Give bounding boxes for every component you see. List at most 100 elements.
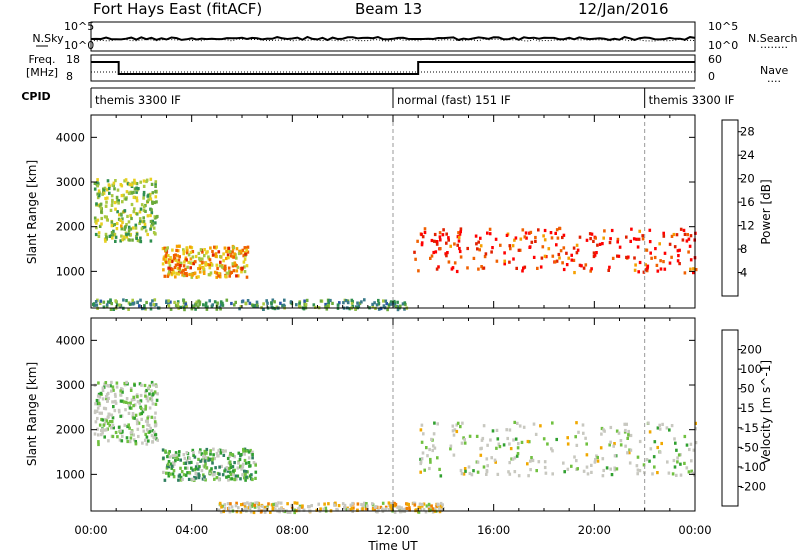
heatmap-cell <box>495 428 499 432</box>
heatmap-cell <box>537 460 541 464</box>
heatmap-cell <box>182 274 186 278</box>
heatmap-cell <box>375 303 379 307</box>
heatmap-cell <box>589 269 592 273</box>
heatmap-cell <box>523 235 527 239</box>
heatmap-cell <box>144 229 148 233</box>
heatmap-cell <box>123 423 127 427</box>
heatmap-cell <box>245 275 249 279</box>
heatmap-cell <box>243 504 247 508</box>
heatmap-cell <box>202 269 206 274</box>
heatmap-cell <box>463 438 466 442</box>
heatmap-cell <box>611 256 615 260</box>
heatmap-cell <box>251 477 254 482</box>
heatmap-cell <box>148 430 152 434</box>
heatmap-cell <box>182 453 186 457</box>
heatmap-cell <box>241 462 245 466</box>
heatmap-cell <box>428 466 431 471</box>
heatmap-cell <box>511 244 515 248</box>
heatmap-cell <box>114 430 118 435</box>
heatmap-cell <box>575 421 578 425</box>
heatmap-cell <box>131 181 134 185</box>
heatmap-cell <box>180 470 184 474</box>
heatmap-cell <box>485 472 488 476</box>
heatmap-cell <box>221 303 225 307</box>
heatmap-cell <box>602 468 605 473</box>
heatmap-cell <box>272 502 275 506</box>
heatmap-cell <box>690 469 693 473</box>
heatmap-cell <box>202 266 205 270</box>
heatmap-cell <box>121 434 124 438</box>
heatmap-cell <box>439 247 442 251</box>
cpid-segment-label: normal (fast) 151 IF <box>397 93 511 107</box>
heatmap-cell <box>125 299 128 303</box>
heatmap-cell <box>433 421 436 425</box>
heatmap-cell <box>376 510 379 514</box>
heatmap-cell <box>147 423 151 427</box>
heatmap-cell <box>599 446 603 450</box>
heatmap-cell <box>165 300 168 304</box>
heatmap-cell <box>644 268 648 272</box>
colorbar-tick-label: -50 <box>740 440 759 454</box>
heatmap-cell <box>134 442 138 446</box>
heatmap-cell <box>638 260 642 265</box>
heatmap-cell <box>251 502 255 506</box>
heatmap-cell <box>277 507 281 511</box>
heatmap-cell <box>223 264 227 268</box>
heatmap-cell <box>190 307 194 311</box>
heatmap-cell <box>480 446 483 450</box>
heatmap-cell <box>153 436 156 440</box>
heatmap-cell <box>232 471 235 475</box>
heatmap-cell <box>345 508 349 512</box>
heatmap-cell <box>149 213 152 218</box>
heatmap-cell <box>638 439 642 444</box>
heatmap-cell <box>672 458 676 463</box>
heatmap-cell <box>151 383 155 387</box>
heatmap-cell <box>111 233 115 237</box>
heatmap-cell <box>557 252 561 257</box>
heatmap-cell <box>127 232 130 236</box>
heatmap-cell <box>250 504 254 508</box>
heatmap-cell <box>638 469 642 473</box>
heatmap-cell <box>231 262 235 266</box>
heatmap-cell <box>608 443 611 447</box>
heatmap-cell <box>179 458 182 462</box>
heatmap-cell <box>327 502 330 506</box>
heatmap-cell <box>113 409 117 413</box>
heatmap-cell <box>133 397 136 402</box>
heatmap-cell <box>220 464 223 468</box>
heatmap-cell <box>617 431 621 435</box>
heatmap-cell <box>221 449 225 453</box>
heatmap-cell <box>601 242 604 246</box>
heatmap-cell <box>131 298 134 302</box>
heatmap-cell <box>137 187 140 191</box>
heatmap-cell <box>249 501 252 506</box>
heatmap-cell <box>138 382 142 386</box>
heatmap-cell <box>451 424 455 428</box>
heatmap-cell <box>132 404 135 408</box>
heatmap-cell <box>636 472 639 476</box>
colorbar-tick-label: 50 <box>740 382 755 396</box>
heatmap-cell <box>227 256 230 260</box>
heatmap-cell <box>235 256 238 260</box>
heatmap-cell <box>521 228 525 232</box>
heatmap-cell <box>148 194 152 198</box>
heatmap-cell <box>219 260 222 264</box>
nsearch-label: N.Search <box>748 32 798 45</box>
heatmap-cell <box>416 239 419 243</box>
heatmap-cell <box>190 275 194 279</box>
heatmap-cell <box>169 300 172 304</box>
heatmap-cell <box>184 466 187 470</box>
heatmap-cell <box>98 411 102 415</box>
heatmap-cell <box>666 460 669 464</box>
heatmap-cell <box>96 184 99 188</box>
heatmap-cell <box>282 303 286 307</box>
heatmap-cell <box>387 508 391 512</box>
heatmap-cell <box>261 504 264 508</box>
heatmap-cell <box>177 453 181 457</box>
heatmap-cell <box>672 232 676 237</box>
heatmap-cell <box>123 237 126 241</box>
heatmap-cell <box>625 422 628 426</box>
heatmap-cell <box>646 266 649 270</box>
heatmap-cell <box>166 455 169 459</box>
heatmap-cell <box>425 446 428 450</box>
